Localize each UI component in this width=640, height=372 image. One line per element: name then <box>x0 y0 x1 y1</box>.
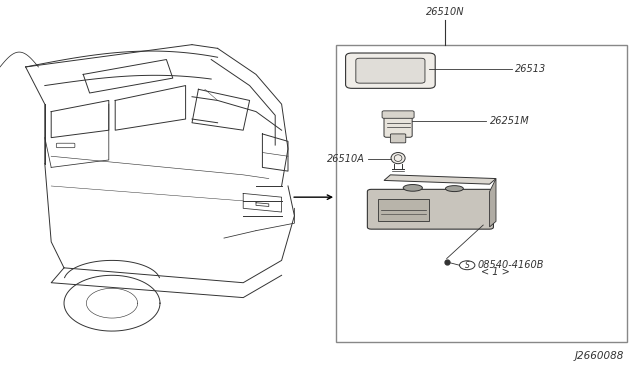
Text: J2660088: J2660088 <box>575 351 624 361</box>
Text: 26513: 26513 <box>515 64 547 74</box>
Bar <box>336 45 627 342</box>
Polygon shape <box>490 179 496 227</box>
FancyBboxPatch shape <box>367 189 493 229</box>
Text: 08540-4160B: 08540-4160B <box>477 260 544 270</box>
FancyBboxPatch shape <box>384 113 412 137</box>
FancyBboxPatch shape <box>356 58 425 83</box>
Text: 26510N: 26510N <box>426 7 464 17</box>
FancyBboxPatch shape <box>382 111 414 118</box>
Polygon shape <box>384 175 496 184</box>
Text: < 1 >: < 1 > <box>481 267 510 277</box>
FancyBboxPatch shape <box>390 134 406 143</box>
Text: 26251M: 26251M <box>490 116 529 126</box>
FancyBboxPatch shape <box>346 53 435 89</box>
Ellipse shape <box>445 186 463 192</box>
Ellipse shape <box>391 153 405 164</box>
Text: 26510A: 26510A <box>327 154 365 164</box>
Text: S: S <box>465 261 470 270</box>
Ellipse shape <box>403 185 422 191</box>
Bar <box>378 199 429 221</box>
